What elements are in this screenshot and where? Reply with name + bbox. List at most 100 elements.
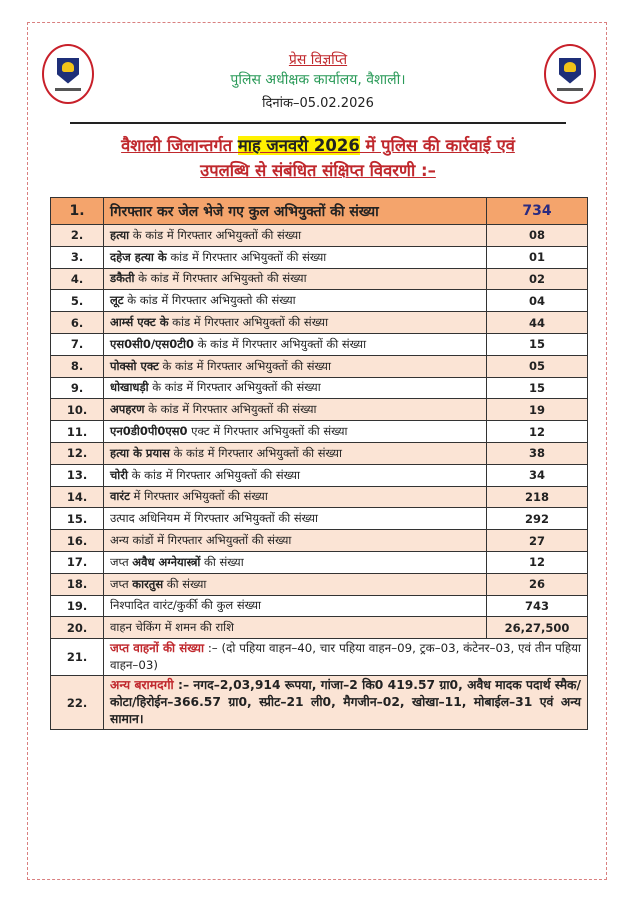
description: चोरी के कांड में गिरफ्तार अभियुक्तों की … [103,463,487,487]
release-date: दिनांक–05.02.2026 [262,96,374,111]
table-row: 6. आर्म्स एक्ट के कांड में गिरफ्तार अभिय… [50,311,588,334]
serial-number: 3. [50,245,104,269]
description-emphasis: पोक्सो एक्ट [110,358,159,373]
description-text: निश्पादित वारंट/कुर्की की कुल संख्या [110,598,261,613]
table-row: 4. डकैती के कांड में गिरफ्तार अभियुक्तो … [50,267,588,291]
serial-number: 5. [50,289,104,313]
serial-number: 16. [50,529,104,552]
description: जप्त कारतुस की संख्या [103,572,487,596]
description-text: के कांड में गिरफ्तार अभियुक्तों की संख्य… [127,467,300,482]
serial-number: 19. [50,594,104,618]
description-prefix: जप्त [110,576,133,591]
count-value: 01 [486,245,588,269]
count-value: 27 [486,529,588,552]
description: वारंट में गिरफ्तार अभियुक्तों की संख्या [103,485,487,509]
serial-number: 1. [50,197,104,225]
office-name: पुलिस अधीक्षक कार्यालय, वैशाली। [230,72,406,88]
table-row: 20. वाहन चेकिंग में शमन की राशि 26,27,50… [50,616,588,640]
description-text: के कांड में गिरफ्तार अभियुक्तो की संख्या [123,293,296,308]
description-emphasis: धोखाधड़ी [110,380,149,395]
press-release-heading: प्रेस विज्ञप्ति [288,52,348,68]
description-text: उत्पाद अधिनियम में गिरफ्तार अभियुक्तों क… [110,511,319,526]
description: आर्म्स एक्ट के कांड में गिरफ्तार अभियुक्… [103,311,487,334]
description-emphasis: आर्म्स एक्ट के [110,315,169,330]
description-text: के कांड में गिरफ्तार अभियुक्तों की संख्य… [169,445,342,460]
table-row: 11. एन0डी0पी0एस0 एक्ट में गिरफ्तार अभियु… [50,420,588,443]
table-row: 16. अन्य कांडों में गिरफ्तार अभियुक्तों … [50,529,588,552]
description-text: कांड में गिरफ्तार अभियुक्तों की संख्या [168,315,329,330]
description-emphasis: लूट [110,293,124,308]
description: अपहरण के कांड में गिरफ्तार अभियुक्तों की… [103,398,487,422]
description-emphasis: चोरी [110,467,128,482]
description: उत्पाद अधिनियम में गिरफ्तार अभियुक्तों क… [103,507,487,531]
item-details: :– (दो पहिया वाहन–40, चार पहिया वाहन–09,… [110,641,581,673]
item-details: :– नगद–2,03,914 रूपया, गांजा–2 कि0 419.5… [110,678,581,727]
description-text: के कांड में गिरफ्तार अभियुक्तों की संख्य… [148,380,321,395]
table-row: 5. लूट के कांड में गिरफ्तार अभियुक्तो की… [50,289,588,313]
summary-table: 1. गिरफ्तार कर जेल भेजे गए कुल अभियुक्तो… [50,197,588,731]
table-row: 8. पोक्सो एक्ट के कांड में गिरफ्तार अभिय… [50,354,588,378]
document-title-line1: वैशाली जिलान्तर्गत माह जनवरी 2026 में पु… [70,133,566,156]
count-value: 26,27,500 [486,616,588,640]
serial-number: 20. [50,616,104,640]
description: लूट के कांड में गिरफ्तार अभियुक्तो की सं… [103,289,487,313]
serial-number: 10. [50,398,104,422]
divider [70,122,566,124]
count-value: 26 [486,572,588,596]
description: डकैती के कांड में गिरफ्तार अभियुक्तो की … [103,267,487,291]
table-row: 12. हत्या के प्रयास के कांड में गिरफ्तार… [50,441,588,465]
bihar-police-logo-left [42,44,94,104]
count-value: 743 [486,594,588,618]
description-text: की संख्या [163,576,207,591]
serial-number: 15. [50,507,104,531]
description-prefix: जप्त [110,554,133,569]
table-row: 9. धोखाधड़ी के कांड में गिरफ्तार अभियुक्… [50,376,588,400]
description: अन्य बरामदगी :– नगद–2,03,914 रूपया, गांज… [103,675,588,731]
description-text: में गिरफ्तार अभियुक्तों की संख्या [129,489,268,504]
description: वाहन चेकिंग में शमन की राशि [103,616,487,640]
description-text: के कांड में गिरफ्तार अभियुक्तो की संख्या [134,271,307,286]
description-text: के कांड में गिरफ्तार अभियुक्तों की संख्य… [129,227,302,242]
description-text: वाहन चेकिंग में शमन की राशि [110,620,234,635]
table-row: 3. दहेज हत्या के कांड में गिरफ्तार अभियु… [50,245,588,269]
description-text: अन्य कांडों में गिरफ्तार अभियुक्तों की स… [110,533,292,548]
description: एन0डी0पी0एस0 एक्ट में गिरफ्तार अभियुक्तो… [103,420,487,443]
serial-number: 4. [50,267,104,291]
count-value: 292 [486,507,588,531]
count-value: 08 [486,224,588,247]
description: अन्य कांडों में गिरफ्तार अभियुक्तों की स… [103,529,487,552]
description: एस0सी0/एस0टी0 के कांड में गिरफ्तार अभियु… [103,332,487,356]
count-value: 04 [486,289,588,313]
count-value: 15 [486,376,588,400]
description: दहेज हत्या के कांड में गिरफ्तार अभियुक्त… [103,245,487,269]
serial-number: 12. [50,441,104,465]
title-highlight: माह जनवरी 2026 [237,136,360,155]
description-emphasis: हत्या [110,227,130,242]
serial-number: 11. [50,420,104,443]
table-row: 14. वारंट में गिरफ्तार अभियुक्तों की संख… [50,485,588,509]
description-emphasis: हत्या के प्रयास [110,445,170,460]
count-value: 19 [486,398,588,422]
description-emphasis: कारतुस [132,576,164,591]
table-row: 21. जप्त वाहनों की संख्या :– (दो पहिया व… [50,638,588,677]
table-row: 22. अन्य बरामदगी :– नगद–2,03,914 रूपया, … [50,675,588,731]
table-row: 13. चोरी के कांड में गिरफ्तार अभियुक्तों… [50,463,588,487]
serial-number: 2. [50,224,104,247]
table-row: 7. एस0सी0/एस0टी0 के कांड में गिरफ्तार अभ… [50,332,588,356]
description-text: के कांड में गिरफ्तार अभियुक्तों की संख्य… [144,402,317,417]
count-value: 34 [486,463,588,487]
serial-number: 18. [50,572,104,596]
serial-number: 21. [50,638,104,677]
description-emphasis: अवैध अग्नेयास्त्रों [132,554,201,569]
title-text: में पुलिस की कार्रवाई एवं [359,136,515,155]
item-label: जप्त वाहनों की संख्या [110,641,204,656]
serial-number: 6. [50,311,104,334]
table-row: 1. गिरफ्तार कर जेल भेजे गए कुल अभियुक्तो… [50,197,588,225]
description: हत्या के प्रयास के कांड में गिरफ्तार अभि… [103,441,487,465]
description-text: के कांड में गिरफ्तार अभियुक्तों की संख्य… [194,336,367,351]
count-value: 02 [486,267,588,291]
description: गिरफ्तार कर जेल भेजे गए कुल अभियुक्तों क… [103,197,487,225]
count-value: 38 [486,441,588,465]
document-title-line2: उपलब्धि से संबंधित संक्षिप्त विवरणी :– [200,161,436,180]
